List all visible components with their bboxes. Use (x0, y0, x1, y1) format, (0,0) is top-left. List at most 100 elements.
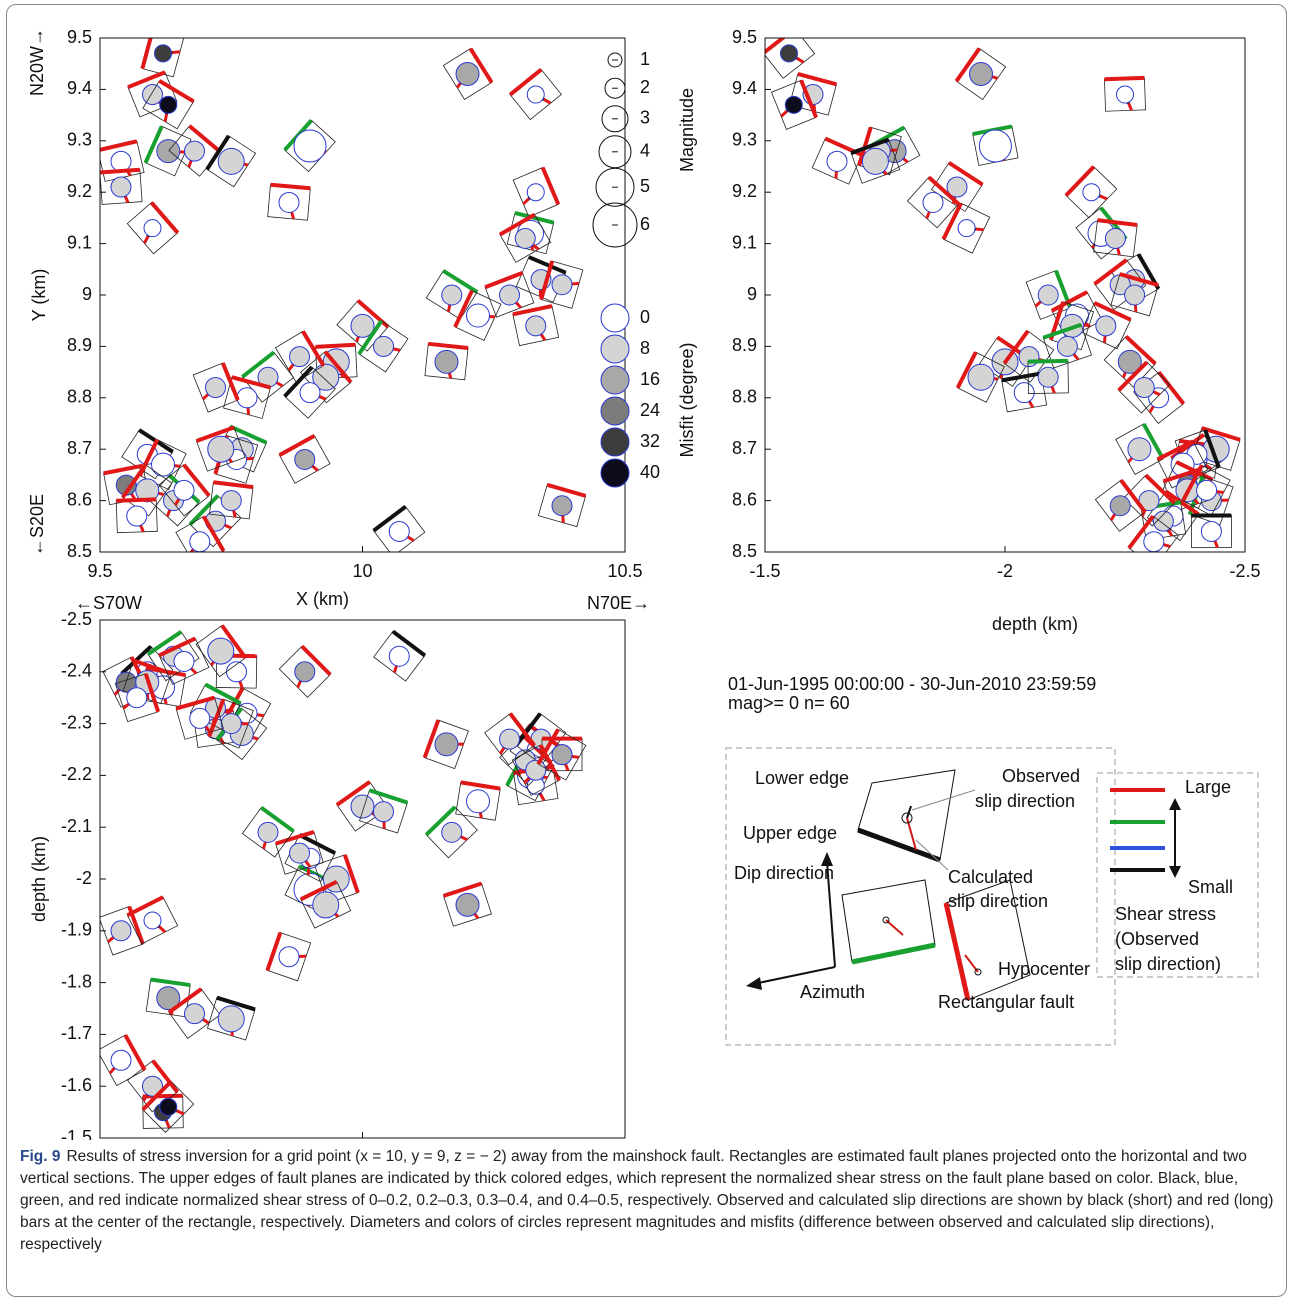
y-tick-label: -2.2 (61, 764, 92, 784)
y-tick-label: 8.9 (732, 335, 757, 355)
leader (915, 839, 949, 871)
event (220, 713, 242, 735)
event (1082, 183, 1101, 202)
event (1124, 284, 1146, 306)
magnitude-key (595, 167, 635, 207)
event (173, 650, 195, 672)
misfit-label: 24 (640, 400, 660, 420)
event (1152, 510, 1174, 532)
upper-edge (539, 260, 555, 301)
event (294, 448, 316, 470)
misfit-label: 8 (640, 338, 650, 358)
event (205, 377, 226, 399)
legend-title: Magnitude (677, 88, 697, 172)
upper-edge (231, 375, 271, 390)
upper-edge (484, 271, 524, 290)
event (173, 479, 195, 501)
upper-edge (1201, 426, 1241, 442)
event (126, 505, 148, 527)
plot-area (100, 38, 587, 552)
y-tick-label: 8.5 (732, 541, 757, 561)
upper-edge (141, 1080, 173, 1112)
upper-edge (356, 299, 390, 329)
event (969, 61, 993, 86)
calc-slip (906, 817, 917, 851)
upper-edge (540, 166, 561, 206)
label: slip direction (948, 891, 1048, 911)
x-tick-label: -2 (997, 561, 1013, 581)
label: Shear stress (1115, 904, 1216, 924)
schematic: Lower edge Observed slip direction Upper… (725, 747, 1259, 1046)
y-tick-label: 9.3 (732, 130, 757, 150)
panel: 9.5 10 10.58.58.68.78.88.999.19.29.39.49.5… (27, 27, 650, 613)
event (312, 363, 340, 391)
upper-edge (146, 630, 183, 656)
direction: ←S20E (27, 494, 47, 556)
chart: 01-Jun-1995 00:00:00 - 30-Jun-2010 23:59… (27, 27, 1261, 1140)
upper-edge (158, 79, 195, 104)
direction: N20W→ (27, 28, 47, 96)
event (978, 129, 1012, 163)
event (350, 313, 375, 338)
upper-edge (508, 67, 543, 97)
misfit-key (600, 334, 630, 364)
axes-frame (99, 619, 626, 1139)
event (217, 147, 245, 175)
magnitude-key (601, 105, 629, 133)
upper-edge (265, 931, 283, 972)
upper-edge (100, 139, 138, 153)
y-tick-label: 9 (82, 284, 92, 304)
upper-edge (126, 895, 164, 918)
event (1109, 495, 1131, 517)
upper-edge (442, 881, 483, 898)
upper-edge (300, 644, 332, 677)
upper-edge (927, 175, 960, 206)
upper-edge (1093, 301, 1132, 322)
event (135, 478, 160, 503)
event (1127, 437, 1152, 462)
x-tick-label: -2.5 (1229, 561, 1260, 581)
upper-edge (1164, 489, 1200, 517)
period: 01-Jun-1995 00:00:00 - 30-Jun-2010 23:59… (728, 674, 1096, 694)
event (551, 495, 573, 517)
upper-edge (195, 425, 235, 443)
y-tick-label: -1.9 (61, 920, 92, 940)
upper-edge (283, 365, 314, 398)
event (289, 842, 310, 864)
magnitude-label: 5 (640, 176, 650, 196)
hypo (974, 968, 982, 976)
axes-frame (99, 37, 626, 553)
event (207, 637, 235, 665)
event (143, 219, 162, 238)
upper-edge (765, 38, 797, 55)
event (526, 183, 545, 202)
upper-edge (278, 434, 316, 457)
event (1104, 227, 1126, 249)
event (434, 349, 459, 374)
misfit-label: 0 (640, 307, 650, 327)
upper-edge (1117, 360, 1149, 392)
event (143, 911, 162, 930)
upper-edge (1156, 439, 1195, 462)
upper-edge (514, 712, 542, 747)
upper-edge (1064, 165, 1096, 197)
x-axis-label: X (km) (296, 589, 349, 609)
upper-edge (204, 682, 242, 706)
upper-edge (323, 350, 353, 384)
upper-edge (342, 854, 360, 894)
event (289, 346, 310, 368)
event (525, 759, 547, 781)
event (514, 227, 536, 249)
upper-edge (941, 202, 963, 241)
upper-edge (315, 342, 356, 349)
event (184, 140, 205, 162)
event (551, 744, 573, 766)
event (142, 84, 163, 106)
upper-edge (100, 167, 140, 175)
upper-edge (1141, 422, 1165, 460)
upper-edge (205, 134, 231, 171)
event (350, 794, 375, 819)
y-tick-label: -2.5 (61, 609, 92, 629)
upper-edge (275, 830, 315, 846)
upper-edge (103, 463, 144, 476)
